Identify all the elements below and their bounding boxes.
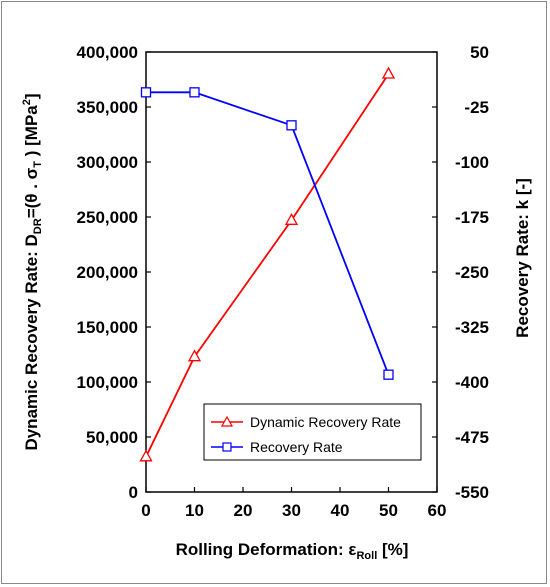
right-axis-title: Recovery Rate: k [-] [513,178,532,338]
left-tick-label: 200,000 [77,263,138,282]
left-tick-label: 0 [129,483,138,502]
legend-box [203,403,422,461]
data-point-triangle [187,349,202,362]
x-tick-label: 30 [282,501,301,520]
right-tick-label: -475 [455,428,489,447]
left-axis-title: Dynamic Recovery Rate: DDR=(θ . σT ) [MP… [21,93,44,450]
legend-marker-triangle [220,415,234,427]
left-tick-label: 400,000 [77,43,138,62]
legend-label-dynamic-recovery: Dynamic Recovery Rate [250,414,401,430]
data-point-square [140,87,152,98]
left-tick-label: 300,000 [77,153,138,172]
x-tick-label: 20 [234,501,253,520]
right-tick-label: -25 [464,98,489,117]
series-line-1 [146,91,390,375]
series-layer [139,66,396,462]
x-tick-label: 50 [379,501,398,520]
legend-marker-square [222,442,232,452]
x-axis-title: Rolling Deformation: εRoll [%] [176,540,409,562]
left-tick-label: 50,000 [86,428,138,447]
data-point-triangle [381,66,396,79]
left-tick-label: 350,000 [77,98,138,117]
right-tick-label: -325 [455,318,489,337]
right-tick-label: -250 [455,263,489,282]
left-axis-ticks: 0 50,000 100,000 150,000 200,000 250,000 300,0… [77,43,151,502]
x-tick-label: 40 [331,501,350,520]
data-point-square [189,87,200,98]
legend: Dynamic Recovery Rate Recovery Rate [203,403,422,461]
right-tick-label: -550 [455,483,489,502]
right-tick-label: 50 [470,43,489,62]
right-axis-ticks: -550 -475 -400 -325 -250 -175 -100 -25 50 [432,43,489,502]
right-tick-label: -400 [455,373,489,392]
right-tick-label: -100 [455,153,489,172]
data-point-square [286,120,297,131]
x-axis-ticks: 0 10 20 30 40 50 60 [141,487,446,520]
left-tick-label: 250,000 [77,208,138,227]
left-tick-label: 150,000 [77,318,138,337]
data-point-square [383,369,394,380]
left-tick-label: 100,000 [77,373,138,392]
x-tick-label: 10 [185,501,204,520]
legend-label-recovery-rate: Recovery Rate [250,439,343,455]
x-tick-label: 0 [141,501,150,520]
right-tick-label: -175 [455,208,489,227]
series-line-0 [145,73,390,458]
data-point-triangle [139,449,153,462]
data-point-triangle [284,212,299,225]
x-tick-label: 60 [428,501,447,520]
